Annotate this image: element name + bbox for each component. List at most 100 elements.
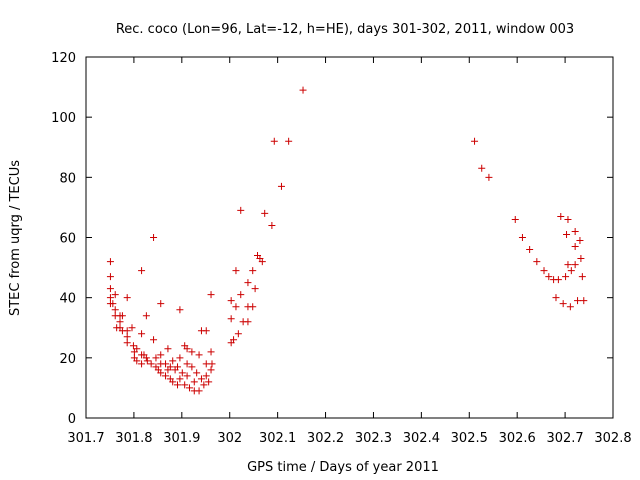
data-point	[244, 318, 252, 326]
y-axis-label: STEC from uqrg / TECUs	[8, 160, 23, 316]
data-point	[150, 234, 158, 241]
data-point	[157, 351, 165, 359]
data-point	[258, 258, 266, 266]
data-point	[202, 372, 210, 380]
data-point	[511, 215, 519, 223]
data-point	[138, 360, 146, 368]
data-point	[193, 369, 201, 377]
data-point	[183, 360, 191, 368]
y-tick-label: 60	[59, 232, 76, 247]
data-point	[533, 258, 541, 266]
data-point	[142, 354, 150, 362]
data-point	[564, 215, 572, 223]
data-point	[557, 212, 565, 220]
data-point	[485, 173, 493, 181]
data-point	[227, 315, 235, 323]
data-point	[552, 294, 560, 302]
data-point	[244, 279, 252, 287]
data-point	[190, 378, 198, 386]
data-point	[147, 360, 155, 368]
x-tick-label: 302.3	[355, 431, 392, 446]
data-point	[234, 330, 242, 338]
data-point	[169, 357, 177, 365]
data-point	[166, 363, 174, 371]
data-point	[471, 137, 479, 145]
data-point	[111, 291, 119, 299]
data-point	[176, 306, 184, 314]
data-point	[232, 267, 240, 275]
data-point	[123, 294, 131, 302]
data-point	[574, 297, 582, 305]
data-point	[143, 357, 151, 365]
y-tick-label: 20	[59, 352, 76, 367]
data-point	[123, 333, 131, 341]
x-tick-label: 302.7	[546, 431, 583, 446]
data-point	[208, 360, 216, 368]
data-point	[106, 258, 114, 266]
x-tick-label: 301.9	[163, 431, 200, 446]
data-point	[178, 369, 186, 377]
data-point	[571, 227, 579, 235]
data-point	[518, 234, 526, 241]
x-tick-label: 301.7	[67, 431, 104, 446]
data-point	[571, 261, 579, 269]
y-tick-label: 120	[51, 51, 76, 66]
data-point	[128, 324, 136, 332]
y-tick-label: 0	[68, 412, 76, 427]
data-point	[109, 300, 117, 308]
data-point	[183, 372, 191, 380]
data-point	[261, 209, 269, 217]
x-axis-label: GPS time / Days of year 2011	[247, 460, 439, 475]
data-point	[123, 327, 131, 335]
data-point	[540, 267, 548, 275]
y-tick-label: 40	[59, 292, 76, 307]
data-point	[564, 261, 572, 269]
data-point	[205, 378, 213, 386]
x-tick-label: 301.8	[115, 431, 152, 446]
data-point	[123, 339, 131, 347]
data-point	[478, 164, 486, 172]
data-point	[299, 86, 307, 94]
data-point	[567, 267, 575, 275]
data-point	[106, 294, 114, 302]
data-point	[150, 336, 158, 344]
data-point	[249, 267, 257, 275]
data-point	[129, 342, 137, 350]
data-point	[157, 300, 165, 308]
axis-tick-labels: 301.7 301.8 301.9 302 302.1 302.2 302.3 302.4 30…	[51, 51, 631, 446]
data-point	[268, 221, 276, 229]
x-tick-label: 302.8	[594, 431, 631, 446]
data-point	[251, 285, 259, 293]
axis-ticks	[85, 56, 614, 419]
data-point	[185, 384, 193, 392]
data-point	[554, 276, 562, 284]
data-point	[133, 345, 141, 353]
data-point	[249, 303, 257, 311]
y-tick-label: 80	[59, 171, 76, 186]
data-points	[106, 86, 588, 395]
data-point	[270, 137, 278, 145]
data-point	[578, 273, 586, 281]
data-point	[562, 273, 570, 281]
data-point	[106, 285, 114, 293]
data-point	[181, 381, 189, 389]
data-point	[576, 237, 584, 245]
data-point	[133, 357, 141, 365]
data-point	[152, 354, 160, 362]
data-point	[232, 303, 240, 311]
data-point	[169, 378, 177, 386]
x-tick-label: 302.6	[499, 431, 536, 446]
data-point	[188, 363, 196, 371]
data-point	[142, 312, 150, 320]
x-tick-label: 302	[217, 431, 242, 446]
y-tick-label: 100	[51, 111, 76, 126]
data-point	[106, 273, 114, 281]
data-point	[277, 182, 285, 190]
data-point	[202, 327, 210, 335]
data-point	[164, 345, 172, 353]
x-tick-label: 302.4	[403, 431, 440, 446]
data-point	[545, 273, 553, 281]
data-point	[183, 345, 191, 353]
data-point	[162, 372, 170, 380]
